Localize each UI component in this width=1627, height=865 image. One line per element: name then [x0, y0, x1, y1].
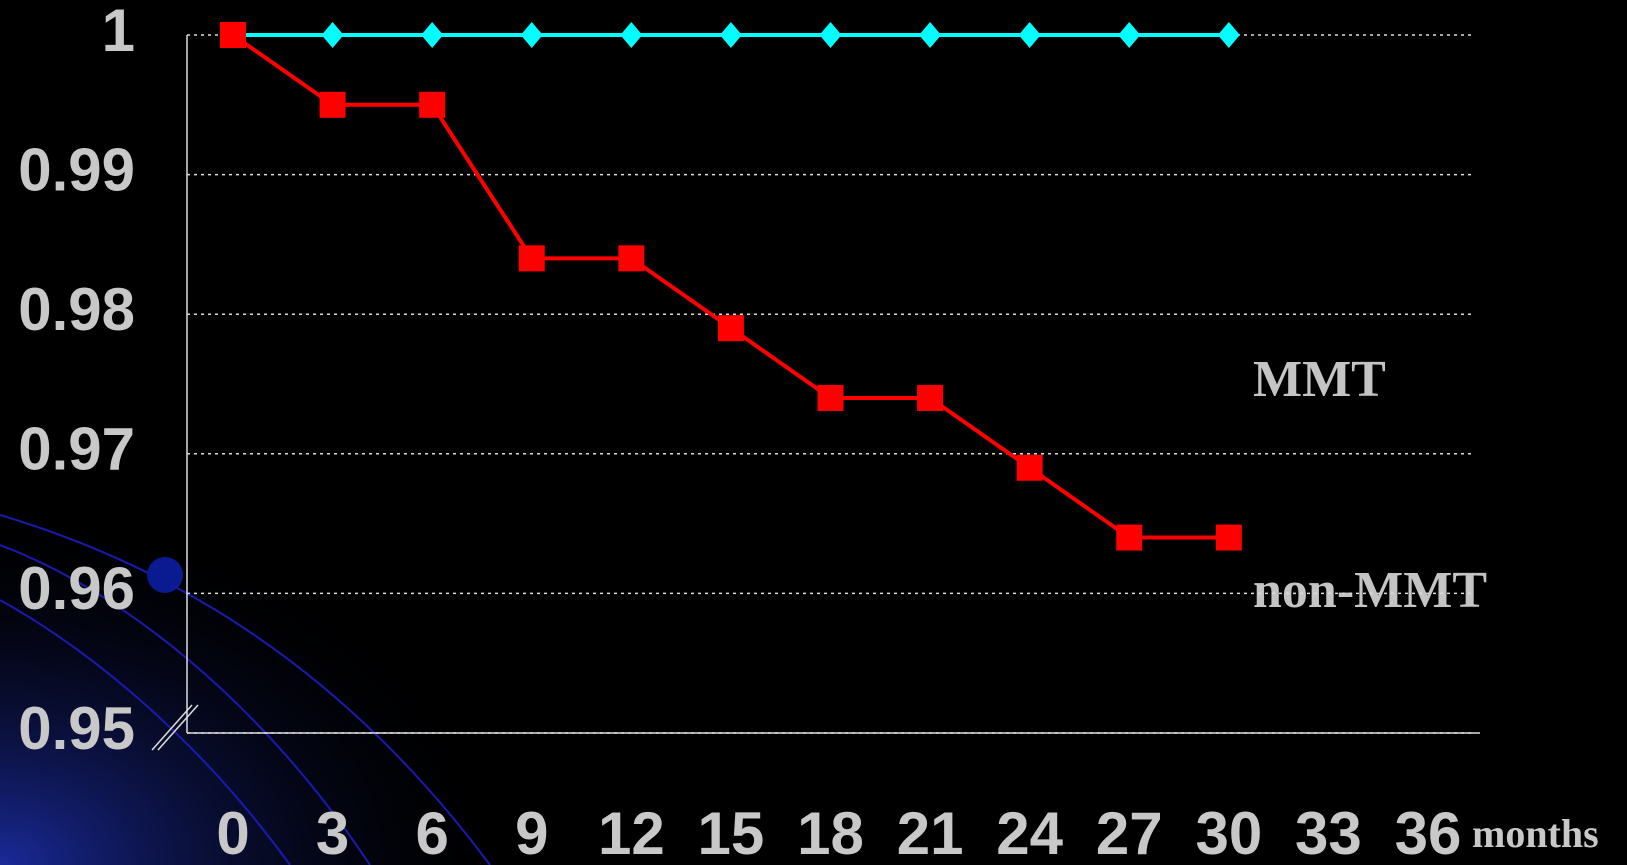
decor-arc	[0, 599, 291, 865]
marker	[620, 22, 643, 48]
marker	[717, 315, 744, 342]
x-tick-label: 3	[316, 800, 349, 865]
x-tick-label: 27	[1096, 800, 1163, 865]
marker	[917, 384, 944, 411]
x-tick-label: 33	[1295, 800, 1362, 865]
x-tick-label: 24	[996, 800, 1063, 865]
marker	[1215, 524, 1242, 551]
x-tick-label: 21	[897, 800, 964, 865]
y-tick-label: 0.97	[18, 416, 135, 483]
marker	[321, 22, 344, 48]
marker	[421, 22, 444, 48]
y-tick-label: 0.98	[18, 276, 135, 343]
marker	[719, 22, 742, 48]
series-label: non-MMT	[1253, 562, 1487, 619]
marker	[1016, 454, 1043, 481]
y-tick-label: 0.95	[18, 695, 135, 762]
series-label: MMT	[1253, 351, 1386, 408]
marker	[819, 22, 842, 48]
background-glow	[0, 500, 520, 865]
marker	[919, 22, 942, 48]
x-axis-label: months	[1472, 811, 1599, 856]
marker	[520, 22, 543, 48]
marker	[319, 91, 346, 118]
marker	[1217, 22, 1240, 48]
marker	[518, 245, 545, 272]
x-tick-label: 36	[1395, 800, 1462, 865]
marker	[1116, 524, 1143, 551]
y-tick-label: 0.96	[18, 555, 135, 622]
axis-break	[151, 704, 193, 751]
x-tick-label: 12	[598, 800, 665, 865]
series-line	[231, 33, 1229, 540]
x-tick-label: 18	[797, 800, 864, 865]
y-tick-label: 0.99	[18, 136, 135, 203]
decor-arc	[0, 514, 491, 865]
x-tick-label: 6	[415, 800, 448, 865]
marker	[1118, 22, 1141, 48]
marker	[220, 22, 246, 48]
marker	[419, 91, 446, 118]
marker	[817, 384, 844, 411]
x-tick-label: 9	[515, 800, 548, 865]
decor-dot	[147, 557, 183, 593]
x-tick-label: 15	[698, 800, 765, 865]
x-tick-label: 30	[1195, 800, 1262, 865]
marker	[1018, 22, 1041, 48]
decor-arc	[0, 544, 371, 865]
x-tick-label: 0	[216, 800, 249, 865]
marker	[618, 245, 645, 272]
axis-break	[157, 704, 199, 751]
y-tick-label: 1	[102, 0, 135, 64]
